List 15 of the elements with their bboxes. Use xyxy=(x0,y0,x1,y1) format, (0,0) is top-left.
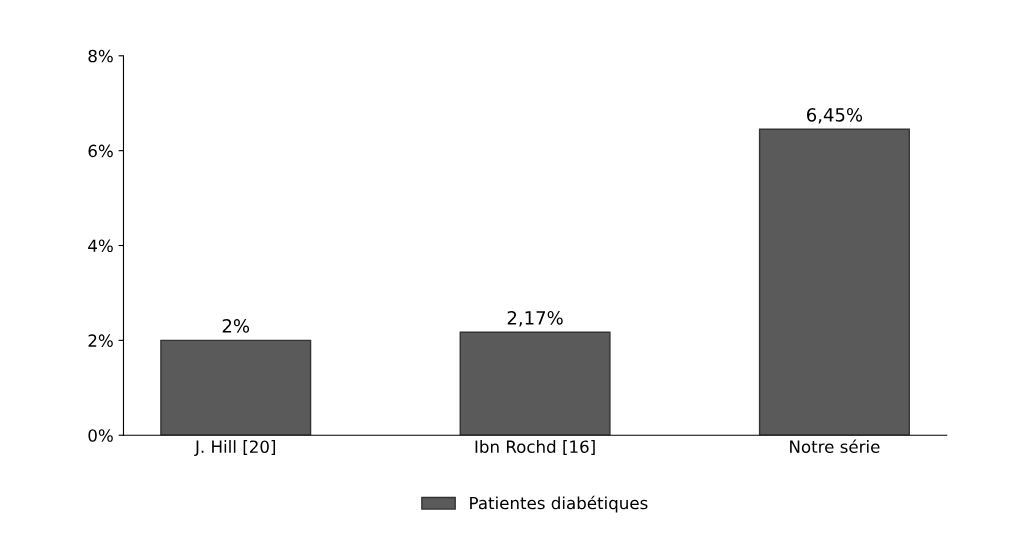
data-label: 2,17% xyxy=(507,310,563,327)
data-label: 2% xyxy=(222,319,250,333)
y-tick-label: 4% xyxy=(88,239,113,253)
x-tick-label: J. Hill [20] xyxy=(194,440,276,457)
bar xyxy=(459,331,611,436)
x-tick-label: Ibn Rochd [16] xyxy=(475,440,595,455)
y-tick-label: 0% xyxy=(88,429,113,442)
x-tick-label: Notre série xyxy=(790,439,880,453)
bar xyxy=(160,339,312,436)
y-tick-label: 2% xyxy=(88,334,113,347)
data-label: 6,45% xyxy=(807,107,863,124)
y-tick-label: 8% xyxy=(88,49,113,63)
bar xyxy=(758,128,910,436)
y-tick-label: 6% xyxy=(88,144,113,158)
legend-label: Patientes diabétiques xyxy=(470,495,648,513)
